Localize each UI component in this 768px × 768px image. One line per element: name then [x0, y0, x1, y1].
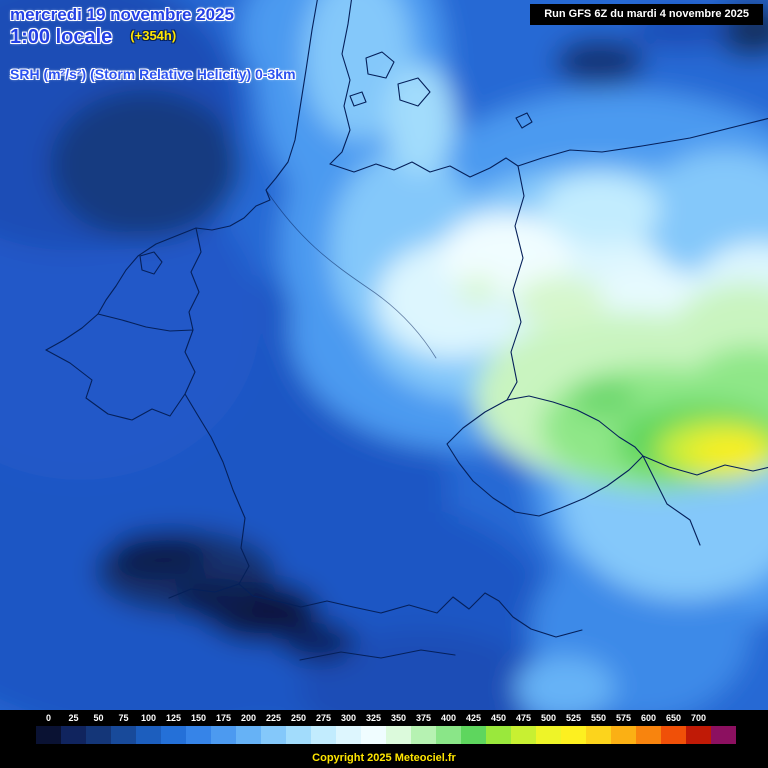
legend-swatch	[511, 726, 536, 744]
country-borders	[45, 0, 768, 661]
legend-tick-label: 225	[265, 713, 282, 723]
legend-swatch	[711, 726, 736, 744]
legend-swatch	[536, 726, 561, 744]
legend-swatch	[686, 726, 711, 744]
legend-tick-label: 250	[290, 713, 307, 723]
legend-swatch	[411, 726, 436, 744]
legend-swatch	[436, 726, 461, 744]
legend-swatch	[286, 726, 311, 744]
border-germany-poland	[506, 165, 525, 401]
legend-swatch	[161, 726, 186, 744]
legend-swatch	[636, 726, 661, 744]
legend-tick-label: 100	[140, 713, 157, 723]
legend-swatch	[336, 726, 361, 744]
legend-swatch	[111, 726, 136, 744]
map-area: mercredi 19 novembre 2025 1:00 locale (+3…	[0, 0, 768, 710]
legend-tick-label: 350	[390, 713, 407, 723]
legend-tick-label: 0	[45, 713, 51, 723]
legend-tick-label: 475	[515, 713, 532, 723]
legend-tick-label: 150	[190, 713, 207, 723]
legend-tick-label: 325	[365, 713, 382, 723]
legend-labels: 0 25 50 75 100 125 150 175 200 225 250 275 300 325 350…	[36, 712, 768, 725]
parameter-label: SRH (m²/s²) (Storm Relative Helicity) 0-…	[10, 66, 296, 82]
legend-tick-label: 275	[315, 713, 332, 723]
legend-swatch	[461, 726, 486, 744]
legend-tick-label: 700	[690, 713, 707, 723]
legend-swatch	[611, 726, 636, 744]
legend-swatch	[211, 726, 236, 744]
legend-tick-label: 50	[93, 713, 104, 723]
color-scale-legend: 0 25 50 75 100 125 150 175 200 225 250 275 300 325 350…	[0, 710, 768, 750]
legend-swatch	[561, 726, 586, 744]
coastline-denmark	[329, 0, 352, 165]
legend-swatch	[136, 726, 161, 744]
legend-swatch	[36, 726, 61, 744]
legend-swatch	[661, 726, 686, 744]
legend-tick-label: 600	[640, 713, 657, 723]
legend-tick-label: 25	[68, 713, 79, 723]
legend-swatch	[236, 726, 261, 744]
legend-swatch	[186, 726, 211, 744]
legend-swatch	[61, 726, 86, 744]
border-alps	[168, 565, 583, 661]
legend-tick-label: 450	[490, 713, 507, 723]
legend-tick-label: 175	[215, 713, 232, 723]
legend-tick-label: 300	[340, 713, 357, 723]
legend-tick-label: 400	[440, 713, 457, 723]
legend-swatch	[86, 726, 111, 744]
legend-tick-label: 425	[465, 713, 482, 723]
river-elbe	[265, 189, 437, 359]
legend-swatch	[261, 726, 286, 744]
legend-tick-label: 125	[165, 713, 182, 723]
legend-swatch	[361, 726, 386, 744]
coastline-northsea	[45, 0, 318, 351]
copyright-bar: Copyright 2025 Meteociel.fr	[0, 750, 768, 768]
legend-tick-label: 525	[565, 713, 582, 723]
border-czechia	[446, 395, 768, 546]
local-time-label: 1:00 locale	[10, 26, 113, 48]
weather-map[interactable]	[0, 0, 768, 710]
legend-tick-label: 650	[665, 713, 682, 723]
model-run-info: Run GFS 6Z du mardi 4 novembre 2025	[530, 4, 763, 25]
legend-tick-label: 575	[615, 713, 632, 723]
legend-swatch	[386, 726, 411, 744]
ijsselmeer	[139, 251, 163, 275]
legend-tick-label: 550	[590, 713, 607, 723]
date-label: mercredi 19 novembre 2025	[10, 5, 234, 24]
legend-tick-label: 375	[415, 713, 432, 723]
legend-tick-label: 200	[240, 713, 257, 723]
danish-islands	[349, 51, 533, 129]
legend-swatch	[586, 726, 611, 744]
border-benelux	[45, 227, 250, 567]
srh-field	[0, 0, 768, 710]
legend-swatches	[36, 726, 768, 744]
coastline-baltic	[329, 117, 768, 178]
legend-swatch	[311, 726, 336, 744]
forecast-offset-label: (+354h)	[130, 28, 177, 43]
legend-swatch	[486, 726, 511, 744]
legend-tick-label: 75	[118, 713, 129, 723]
time-row: 1:00 locale (+354h)	[10, 26, 176, 49]
legend-tick-label: 500	[540, 713, 557, 723]
